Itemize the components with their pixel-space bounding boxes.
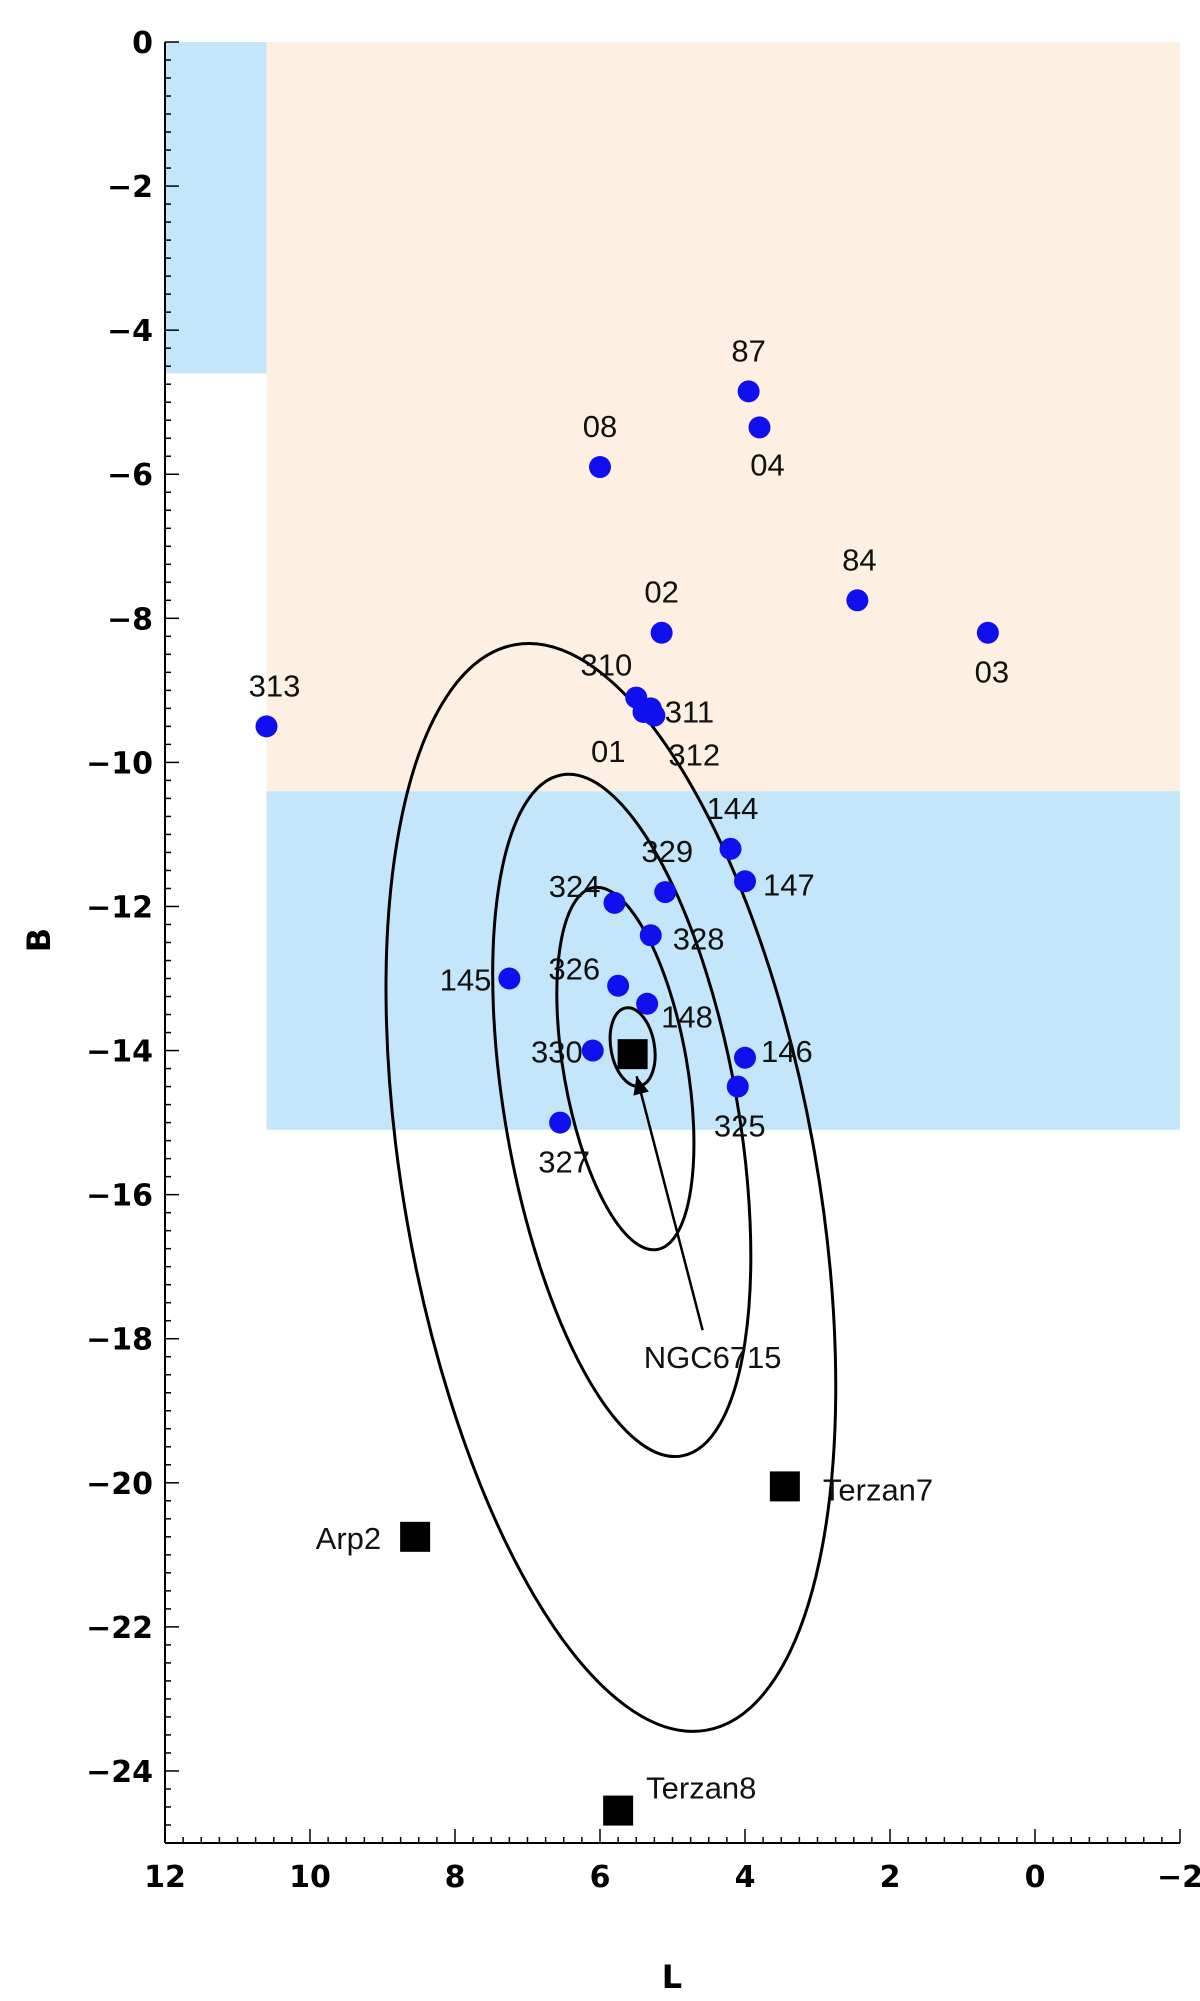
data-point-329: [654, 881, 677, 904]
y-axis-title: B: [20, 928, 58, 952]
data-point-146: [734, 1046, 756, 1069]
x-tick-label: −2: [1157, 1860, 1200, 1895]
object-label-terzan8: Terzan8: [646, 1771, 756, 1806]
data-point-145: [498, 967, 521, 990]
objects-layer: NGC6715 Terzan7 Arp2 Terzan8: [316, 1039, 933, 1826]
region-orange-1: [266, 42, 1180, 792]
y-tick-label: −16: [86, 1179, 153, 1214]
y-tick-label: −18: [86, 1323, 153, 1358]
data-point-325: [726, 1075, 749, 1098]
data-point-330: [581, 1039, 604, 1062]
point-label-324: 324: [549, 869, 601, 904]
point-label-147: 147: [763, 867, 815, 902]
point-label-148: 148: [661, 1000, 713, 1035]
regions-layer: [165, 42, 1180, 1130]
point-label-87: 87: [731, 333, 765, 368]
x-tick-label: 10: [289, 1860, 331, 1895]
point-label-330: 330: [531, 1035, 583, 1070]
point-label-144: 144: [707, 791, 759, 826]
y-tick-label: −12: [86, 890, 153, 925]
y-tick-label: −8: [107, 602, 153, 637]
x-tick-label: 0: [1025, 1860, 1046, 1895]
data-point-87: [737, 380, 760, 403]
object-label-terzan7: Terzan7: [823, 1472, 933, 1507]
point-label-313: 313: [249, 668, 301, 703]
point-label-145: 145: [440, 963, 492, 998]
data-point-08: [589, 456, 611, 479]
point-label-326: 326: [548, 952, 600, 987]
y-tick-label: 0: [132, 26, 153, 61]
point-label-08: 08: [583, 409, 617, 444]
axes-layer: 12 10 8 6 4 2 0 −20−2−4−6−8−10−12−14−16−18−20−2…: [86, 26, 1200, 1895]
object-label-ngc6715: NGC6715: [644, 1340, 782, 1375]
data-point-144: [719, 837, 742, 860]
point-label-311: 311: [665, 694, 714, 729]
point-label-310: 310: [581, 648, 633, 683]
object-marker-terzan7: [769, 1471, 800, 1502]
object-marker-terzan8: [603, 1795, 634, 1826]
y-tick-label: −4: [107, 314, 153, 349]
ngc6715-arrow-head: [633, 1076, 649, 1096]
y-tick-label: −14: [86, 1035, 153, 1070]
x-tick-label: 2: [880, 1860, 901, 1895]
point-label-03: 03: [975, 655, 1009, 690]
y-tick-label: −20: [86, 1467, 153, 1502]
y-tick-label: −24: [86, 1755, 153, 1790]
y-tick-label: −22: [86, 1611, 153, 1646]
x-tick-label: 8: [445, 1860, 466, 1895]
data-point-312: [643, 704, 666, 727]
object-marker-arp2: [400, 1521, 431, 1552]
point-label-04: 04: [750, 447, 784, 482]
point-label-312: 312: [668, 738, 720, 773]
data-point-324: [603, 891, 626, 914]
object-marker-ngc6715: [617, 1039, 648, 1070]
point-label-328: 328: [673, 921, 725, 956]
contour-ellipse-4: [384, 642, 838, 1733]
data-point-328: [639, 924, 662, 947]
x-tick-label: 4: [735, 1860, 756, 1895]
data-point-02: [650, 621, 673, 644]
ngc6715-arrow-line: [635, 1075, 704, 1331]
data-point-148: [636, 992, 659, 1015]
point-label-01: 01: [591, 734, 625, 769]
point-label-325: 325: [714, 1109, 766, 1144]
data-point-04: [748, 416, 771, 439]
point-label-84: 84: [842, 542, 876, 577]
x-tick-label: 6: [590, 1860, 611, 1895]
data-point-313: [255, 715, 278, 738]
data-point-326: [607, 974, 630, 997]
y-tick-label: −2: [107, 170, 153, 205]
y-tick-label: −6: [107, 458, 153, 493]
point-label-329: 329: [641, 834, 693, 869]
contour-ellipse-2: [555, 885, 696, 1252]
data-point-327: [549, 1111, 572, 1134]
x-axis-title: L: [662, 1958, 682, 1996]
point-label-146: 146: [761, 1034, 813, 1069]
object-label-arp2: Arp2: [316, 1521, 381, 1556]
data-point-03: [976, 621, 999, 644]
point-label-327: 327: [538, 1145, 590, 1180]
points-layer: 87 04 08 84 02 03 310 01 311 312 313 144 147 329 324 32…: [249, 333, 1009, 1179]
x-tick-label: 12: [144, 1860, 186, 1895]
y-tick-label: −10: [86, 746, 153, 781]
data-point-84: [846, 589, 869, 612]
region-blue-0: [165, 42, 267, 374]
data-point-147: [734, 870, 756, 893]
point-label-02: 02: [644, 575, 678, 610]
